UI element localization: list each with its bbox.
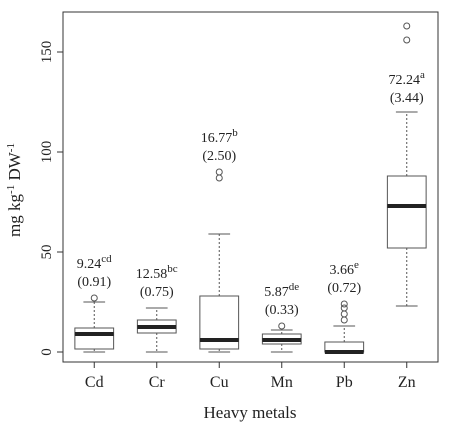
boxes-group — [74, 22, 427, 354]
annotations-group: 9.24cd (0.91) 12.58bc (0.75) 16.77b (2.50) 5.8… — [77, 69, 425, 318]
box-iqr — [74, 327, 115, 350]
box-cd — [74, 294, 115, 353]
annotation-se: (0.91) — [77, 275, 111, 290]
outlier-point — [215, 168, 223, 176]
y-axis-title-sup2: -1 — [5, 143, 17, 152]
annotation-mean: 16.77b — [201, 127, 239, 146]
outlier-point — [340, 304, 348, 312]
annotation-se: (0.33) — [265, 303, 299, 318]
box-pb — [324, 300, 365, 354]
box-zn — [386, 22, 427, 307]
annotation-mean-value: 5.87 — [264, 285, 289, 300]
y-tick-label: 150 — [39, 41, 55, 64]
annotation-mean: 5.87de — [264, 281, 299, 300]
outlier-point — [215, 174, 223, 182]
x-axis: Cd Cr Cu Mn Pb Zn — [85, 362, 416, 391]
y-tick-label: 50 — [39, 245, 55, 260]
annotation-letters: e — [354, 259, 359, 271]
y-tick-label: 0 — [39, 348, 55, 356]
annotation-se: (0.72) — [327, 281, 361, 296]
annotation-letters: cd — [101, 253, 112, 265]
y-tick-label: 100 — [39, 141, 55, 164]
x-tick-label: Zn — [398, 374, 416, 391]
plot-frame — [62, 11, 439, 363]
annotation-mean-value: 16.77 — [201, 131, 233, 146]
annotation-letters: bc — [167, 263, 178, 275]
outlier-point — [403, 36, 411, 44]
x-tick-label: Mn — [271, 374, 293, 391]
annotation-mean: 9.24cd — [77, 253, 112, 272]
y-axis: 0 50 100 150 — [39, 41, 63, 356]
annotation-mean: 3.66e — [330, 259, 360, 278]
annotation-se: (0.75) — [140, 285, 174, 300]
annotation-se: (2.50) — [202, 149, 236, 164]
outlier-point — [90, 294, 98, 302]
annotation-mean: 72.24a — [389, 69, 426, 88]
box-mn — [261, 322, 302, 353]
box-cr — [136, 307, 177, 353]
annotation-letters: b — [232, 127, 238, 139]
box-cu — [199, 168, 240, 353]
y-axis-title: mg kg-1 DW-1 — [5, 143, 24, 237]
x-tick-label: Cd — [85, 374, 104, 391]
y-axis-title-sup1: -1 — [5, 185, 17, 194]
x-tick-label: Cu — [210, 374, 229, 391]
y-axis-title-mid: DW — [5, 151, 24, 185]
annotation-mean-value: 72.24 — [389, 73, 421, 88]
x-tick-label: Pb — [336, 374, 353, 391]
outlier-point — [403, 22, 411, 30]
outlier-point — [340, 300, 348, 308]
outlier-point — [340, 310, 348, 318]
x-tick-label: Cr — [149, 374, 166, 391]
outlier-point — [340, 316, 348, 324]
box-iqr — [386, 175, 427, 249]
annotation-letters: a — [420, 69, 425, 81]
y-axis-title-base: mg kg — [5, 193, 24, 236]
annotation-se: (3.44) — [390, 91, 424, 106]
annotation-mean-value: 12.58 — [136, 267, 168, 282]
annotation-mean-value: 3.66 — [330, 263, 355, 278]
x-axis-title: Heavy metals — [204, 403, 297, 422]
annotation-letters: de — [289, 281, 300, 293]
annotation-mean: 12.58bc — [136, 263, 178, 282]
outlier-point — [278, 322, 286, 330]
annotation-mean-value: 9.24 — [77, 257, 102, 272]
